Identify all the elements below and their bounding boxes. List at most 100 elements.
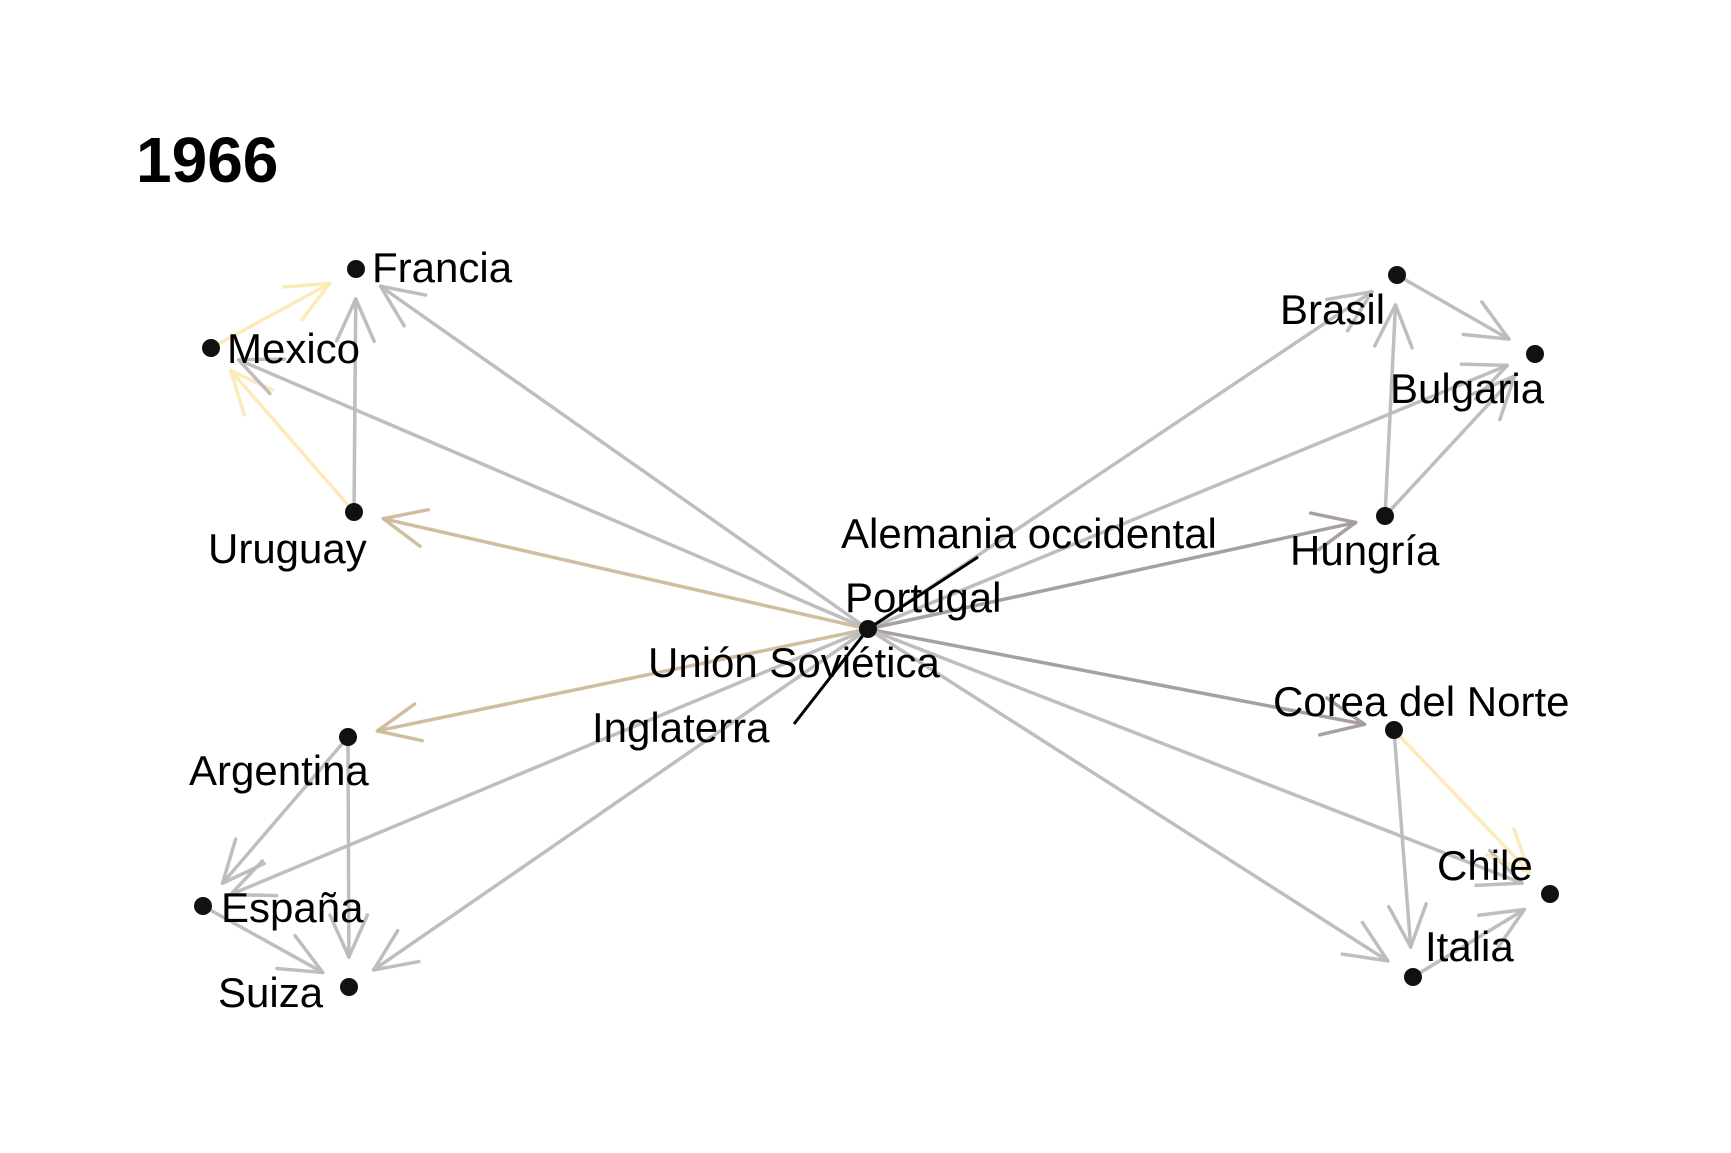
arrowhead-icon: [1340, 920, 1390, 963]
edge-line: [228, 368, 356, 514]
edge-line: [866, 627, 1524, 885]
leader-line-inglaterra: [792, 628, 870, 725]
edge-line: [866, 627, 1367, 727]
node-dot-brasil: [1388, 266, 1406, 284]
node-label-chile: Chile: [1437, 842, 1533, 889]
arrowhead-icon: [1308, 511, 1358, 552]
graph-title: 1966: [136, 124, 278, 196]
arrowhead-icon: [375, 702, 425, 743]
node-dot-francia: [347, 260, 365, 278]
arrowhead-icon: [381, 507, 431, 549]
arrowhead-icon: [334, 297, 376, 343]
edge-argentina-to-espana: [220, 735, 350, 885]
arrowhead-icon: [275, 933, 325, 975]
node-dot-hungria: [1376, 507, 1394, 525]
node-dot-chile: [1541, 885, 1559, 903]
node-dot-center: [859, 620, 877, 638]
node-dot-corea: [1385, 721, 1403, 739]
edge-center-to-corea: [866, 627, 1367, 737]
edge-line: [236, 358, 870, 631]
edge-line: [866, 520, 1358, 631]
arrowhead-icon: [1485, 827, 1532, 875]
arrowhead-icon: [236, 357, 287, 396]
node-label-brasil: Brasil: [1280, 286, 1385, 333]
node-dot-italia: [1404, 968, 1422, 986]
node-label-alemania: Alemania occidental: [841, 510, 1217, 557]
node-dot-espana: [194, 897, 212, 915]
edge-mexico-to-francia: [209, 281, 332, 350]
edge-line: [201, 904, 325, 975]
edge-line: [1392, 728, 1532, 875]
edge-line: [371, 627, 870, 972]
edge-line: [209, 281, 332, 350]
edge-center-to-argentina: [375, 627, 870, 743]
edges-layer: [201, 273, 1532, 979]
node-label-uruguay: Uruguay: [208, 525, 367, 572]
edge-line: [228, 627, 870, 897]
edge-line: [1395, 273, 1511, 341]
arrowhead-icon: [220, 837, 266, 885]
arrowhead-icon: [371, 928, 421, 972]
edge-hungria-to-brasil: [1372, 303, 1414, 518]
node-label-inglaterra: Inglaterra: [592, 704, 770, 751]
edge-line: [220, 735, 350, 885]
arrowhead-icon: [1461, 300, 1511, 341]
node-label-mexico: Mexico: [227, 325, 360, 372]
edge-center-to-italia: [866, 627, 1390, 963]
arrowhead-icon: [378, 284, 428, 328]
edge-italia-to-chile: [1411, 907, 1527, 979]
edge-uruguay-to-mexico: [228, 368, 356, 514]
edge-line: [375, 627, 870, 733]
edge-center-to-chile: [866, 627, 1524, 888]
node-label-francia: Francia: [372, 244, 513, 291]
node-label-hungria: Hungría: [1290, 527, 1440, 574]
node-label-portugal: Portugal: [845, 574, 1001, 621]
node-dot-suiza: [340, 978, 358, 996]
edge-line: [378, 284, 870, 631]
leader-line-alemania: [867, 555, 979, 631]
edge-line: [381, 516, 870, 631]
edge-hungria-to-bulgaria: [1383, 374, 1517, 518]
edge-center-to-hungria: [866, 511, 1358, 631]
edge-corea-to-italia: [1387, 728, 1428, 949]
arrowhead-icon: [1470, 374, 1517, 422]
edge-corea-to-chile: [1392, 728, 1532, 875]
node-label-urss: Unión Soviética: [648, 639, 940, 686]
edge-line: [866, 363, 1510, 631]
edge-center-to-suiza: [371, 627, 870, 972]
node-dot-argentina: [339, 728, 357, 746]
edge-line: [1383, 374, 1517, 518]
arrowhead-icon: [1372, 303, 1414, 350]
arrowhead-icon: [1318, 696, 1367, 737]
node-label-corea: Corea del Norte: [1273, 678, 1569, 725]
nodes-layer: [194, 260, 1559, 996]
edge-center-to-espana: [228, 627, 870, 898]
edge-center-to-uruguay: [381, 507, 870, 631]
node-label-italia: Italia: [1425, 923, 1514, 970]
edge-center-to-mexico: [236, 357, 870, 631]
label-leader-lines: [792, 555, 979, 725]
node-label-bulgaria: Bulgaria: [1390, 365, 1545, 412]
edge-line: [1411, 907, 1527, 979]
arrowhead-icon: [282, 281, 332, 322]
arrowhead-icon: [1387, 902, 1428, 949]
edge-line: [346, 735, 351, 959]
edge-line: [1383, 303, 1398, 518]
edge-line: [1392, 728, 1413, 949]
node-dot-bulgaria: [1526, 345, 1544, 363]
arrowhead-icon: [328, 913, 370, 959]
node-label-argentina: Argentina: [189, 747, 369, 794]
edge-brasil-to-bulgaria: [1395, 273, 1511, 341]
edge-uruguay-to-francia: [334, 297, 376, 514]
edge-center-to-francia: [378, 284, 870, 631]
edge-argentina-to-suiza: [328, 735, 370, 959]
edge-line: [352, 297, 358, 514]
arrowhead-icon: [1476, 907, 1527, 950]
node-label-suiza: Suiza: [218, 969, 324, 1016]
node-dot-mexico: [202, 339, 220, 357]
edge-espana-to-suiza: [201, 904, 325, 975]
edge-line: [866, 627, 1390, 963]
node-dot-uruguay: [345, 503, 363, 521]
